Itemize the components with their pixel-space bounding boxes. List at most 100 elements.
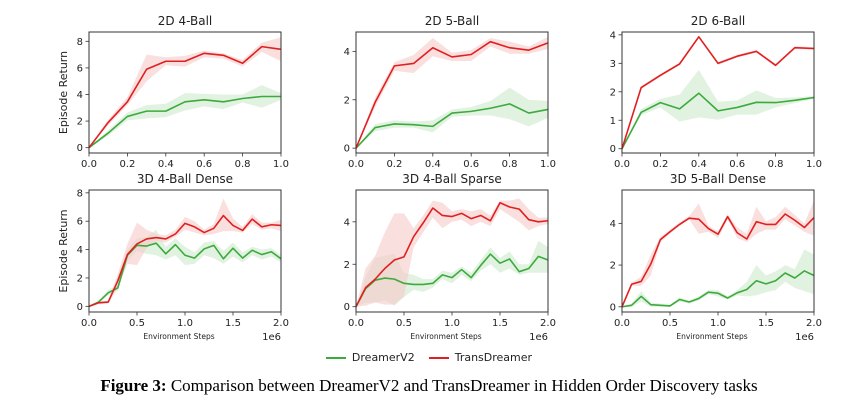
legend: DreamerV2 TransDreamer <box>0 351 858 364</box>
x-tick-label: 2.0 <box>273 318 289 329</box>
subplot-title: 3D 4-Ball Sparse <box>402 172 501 186</box>
x-tick-label: 0.0 <box>348 159 364 170</box>
y-tick-label: 0 <box>610 302 616 313</box>
x-tick-label: 0.0 <box>614 318 630 329</box>
y-tick-label: 0 <box>77 302 83 313</box>
x-tick-label: 1.0 <box>540 159 556 170</box>
x-tick-label: 1.0 <box>444 318 460 329</box>
y-tick-label: 4 <box>344 217 350 228</box>
legend-label-dreamerv2: DreamerV2 <box>351 351 415 364</box>
axes-frame <box>355 31 549 154</box>
x-tick-label: 0.5 <box>396 318 412 329</box>
x-tick-label: 0.5 <box>129 318 145 329</box>
series-line-transdreamer <box>355 40 549 149</box>
x-tick-label: 1.5 <box>492 318 508 329</box>
x-tick-label: 0.4 <box>158 159 174 170</box>
x-tick-label: 2.0 <box>806 318 822 329</box>
legend-item-transdreamer: TransDreamer <box>428 351 533 364</box>
legend-label-transdreamer: TransDreamer <box>454 351 533 364</box>
y-tick-label: 1 <box>610 116 616 127</box>
subplot-3: 0.0 0.2 0.4 0.6 0.8 1.0 0 1 2 3 4 2D 6-Ball <box>610 14 822 170</box>
confidence-band-transdreamer <box>622 35 814 149</box>
series-line-dreamerv2 <box>88 242 282 308</box>
x-tick-label: 0.2 <box>652 159 668 170</box>
y-tick-label: 4 <box>77 245 83 256</box>
x-tick-label: 0.6 <box>729 159 745 170</box>
x-tick-label: 0.8 <box>768 159 784 170</box>
x-axis-label: Environment Steps <box>143 332 214 341</box>
subplot-title: 2D 6-Ball <box>691 14 745 28</box>
x-offset-label: 1e6 <box>262 332 281 343</box>
x-tick-label: 0.6 <box>196 159 212 170</box>
y-tick-label: 2 <box>610 87 616 98</box>
y-tick-label: 8 <box>77 188 83 199</box>
x-tick-label: 2.0 <box>540 318 556 329</box>
axes-frame <box>88 31 282 154</box>
x-tick-label: 0.0 <box>81 159 97 170</box>
x-tick-label: 0.8 <box>502 159 518 170</box>
subplot-5: 0.0 0.5 1.0 1.5 2.0 0 2 4 3D 4-Ball Sparse Enviro… <box>344 172 556 343</box>
x-tick-label: 1.5 <box>225 318 241 329</box>
x-tick-label: 0.0 <box>348 318 364 329</box>
confidence-band-transdreamer <box>622 200 814 307</box>
x-offset-label: 1e6 <box>795 332 814 343</box>
confidence-band-dreamerv2 <box>356 87 548 149</box>
legend-swatch-transdreamer <box>428 356 449 359</box>
x-tick-label: 0.4 <box>691 159 707 170</box>
series-line-transdreamer <box>88 214 282 308</box>
series-line-dreamerv2 <box>355 253 549 308</box>
y-tick-label: 4 <box>77 90 83 101</box>
y-tick-label: 2 <box>344 260 350 271</box>
caption-text: Comparison between DreamerV2 and TransDr… <box>166 376 758 395</box>
confidence-band-dreamerv2 <box>622 69 814 149</box>
subplot-2: 0.0 0.2 0.4 0.6 0.8 1.0 0 2 4 2D 5-Ball <box>344 14 556 170</box>
x-tick-label: 0.6 <box>463 159 479 170</box>
x-tick-label: 1.5 <box>758 318 774 329</box>
subplot-title: 3D 4-Ball Dense <box>137 172 233 186</box>
y-tick-label: 2 <box>344 95 350 106</box>
subplot-4: 0.0 0.5 1.0 1.5 2.0 0 2 4 6 8 3D 4-Ball Dense Episo… <box>57 172 289 343</box>
y-tick-label: 4 <box>344 47 350 58</box>
confidence-band-transdreamer <box>89 37 281 148</box>
y-tick-label: 3 <box>610 59 616 70</box>
x-tick-label: 0.0 <box>81 318 97 329</box>
x-tick-label: 0.0 <box>614 159 630 170</box>
caption-label: Figure 3: <box>100 376 167 395</box>
subplot-title: 2D 5-Ball <box>425 14 479 28</box>
legend-item-dreamerv2: DreamerV2 <box>325 351 415 364</box>
confidence-band-dreamerv2 <box>622 249 814 307</box>
subplot-title: 3D 5-Ball Dense <box>670 172 766 186</box>
y-tick-label: 2 <box>77 273 83 284</box>
y-axis-label: Episode Return <box>57 209 70 292</box>
x-tick-label: 1.0 <box>806 159 822 170</box>
series-line-dreamerv2 <box>621 92 815 150</box>
x-tick-label: 0.4 <box>425 159 441 170</box>
x-tick-label: 0.8 <box>235 159 251 170</box>
subplot-6: 0.0 0.5 1.0 1.5 2.0 0 2 4 3D 5-Ball Dense Environ… <box>610 172 822 343</box>
confidence-band-transdreamer <box>356 198 548 307</box>
confidence-band-dreamerv2 <box>89 229 281 307</box>
subplot-title: 2D 4-Ball <box>158 14 212 28</box>
series-line-transdreamer <box>621 213 815 308</box>
confidence-band-dreamerv2 <box>89 85 281 148</box>
y-tick-label: 4 <box>610 30 616 41</box>
series-line-transdreamer <box>621 36 815 149</box>
series-line-dreamerv2 <box>355 103 549 149</box>
x-offset-label: 1e6 <box>529 332 548 343</box>
y-tick-label: 0 <box>610 144 616 155</box>
x-tick-label: 0.2 <box>119 159 135 170</box>
y-tick-label: 0 <box>77 143 83 154</box>
confidence-band-transdreamer <box>356 36 548 149</box>
legend-swatch-dreamerv2 <box>325 356 346 359</box>
y-tick-label: 8 <box>77 37 83 48</box>
y-tick-label: 0 <box>344 144 350 155</box>
series-line-dreamerv2 <box>88 95 281 149</box>
y-tick-label: 6 <box>77 217 83 228</box>
x-tick-label: 0.5 <box>662 318 678 329</box>
x-tick-label: 1.0 <box>177 318 193 329</box>
axes-frame <box>621 31 815 154</box>
y-tick-label: 2 <box>77 117 83 128</box>
x-tick-label: 0.2 <box>386 159 402 170</box>
x-axis-label: Environment Steps <box>410 332 481 341</box>
